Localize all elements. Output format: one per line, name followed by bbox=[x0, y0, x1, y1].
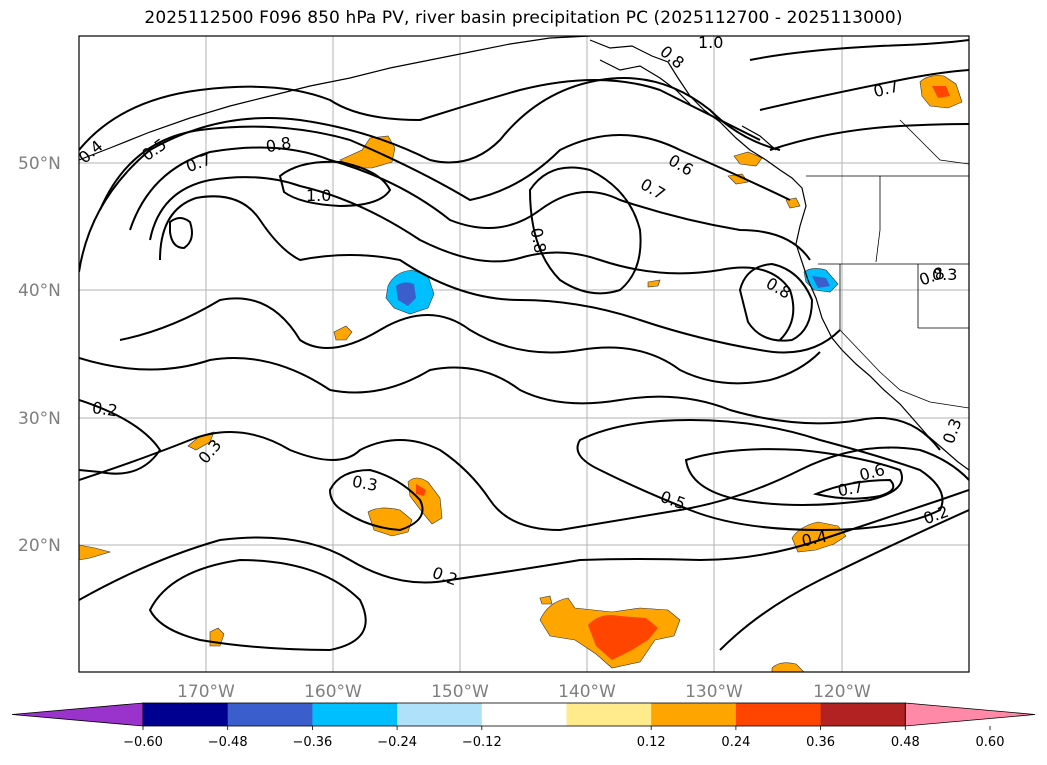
colorbar-tick-label: −0.12 bbox=[462, 735, 502, 750]
colorbar-tick-label: 0.60 bbox=[976, 735, 1005, 750]
precip-anomaly-positive bbox=[647, 279, 661, 288]
colorbar-tick-label: 0.48 bbox=[891, 735, 920, 750]
contour-label: 0.7 bbox=[836, 477, 864, 500]
colorbar-segment bbox=[481, 703, 567, 726]
contour-label: 0.3 bbox=[932, 265, 957, 284]
lon-label: 160°W bbox=[304, 682, 362, 702]
contour-label: 1.0 bbox=[698, 33, 723, 52]
colorbar-segment bbox=[651, 703, 737, 726]
map-area bbox=[79, 36, 969, 672]
lat-label: 30°N bbox=[18, 409, 61, 429]
colorbar-segment bbox=[820, 703, 906, 726]
precip-anomaly-strong bbox=[588, 615, 658, 660]
colorbar-segment bbox=[143, 703, 229, 726]
precip-anomaly-positive bbox=[733, 151, 763, 167]
colorbar-tick-label: −0.60 bbox=[123, 735, 163, 750]
colorbar-segment bbox=[566, 703, 652, 726]
lon-label: 150°W bbox=[431, 682, 489, 702]
lon-label: 120°W bbox=[813, 682, 871, 702]
map-title: 2025112500 F096 850 hPa PV, river basin … bbox=[144, 8, 903, 28]
contour-label: 0.8 bbox=[264, 133, 292, 156]
lat-label: 40°N bbox=[18, 281, 61, 301]
precip-anomaly-positive bbox=[771, 662, 805, 672]
contour-label: 0.8 bbox=[527, 226, 550, 254]
colorbar-extend-low bbox=[11, 702, 144, 727]
precip-anomaly-strong-negative bbox=[396, 282, 416, 306]
colorbar-segment bbox=[312, 703, 398, 726]
contour-label: 0.4 bbox=[800, 527, 829, 551]
map-frame bbox=[78, 35, 970, 673]
lon-label: 140°W bbox=[558, 682, 616, 702]
colorbar-outline bbox=[142, 702, 906, 727]
colorbar-segment bbox=[227, 703, 313, 726]
contour-label: 1.0 bbox=[306, 186, 331, 205]
precip-anomaly-positive bbox=[539, 595, 553, 605]
precip-anomaly-positive bbox=[333, 325, 353, 341]
colorbar: −0.60 −0.48 −0.36 −0.24 −0.12 0.12 0.24 0.36 0.4… bbox=[11, 702, 1036, 750]
contour-label: 0.2 bbox=[91, 398, 119, 420]
colorbar-segment bbox=[735, 703, 822, 726]
lat-label: 50°N bbox=[18, 154, 61, 174]
colorbar-segment bbox=[397, 703, 483, 726]
pv-contours bbox=[79, 39, 969, 652]
lon-label: 170°W bbox=[177, 682, 235, 702]
lat-label: 20°N bbox=[18, 536, 61, 556]
colorbar-tick-label: −0.48 bbox=[208, 735, 248, 750]
colorbar-tick-label: 0.24 bbox=[721, 735, 750, 750]
precip-anomaly-strong bbox=[416, 484, 426, 496]
coastlines bbox=[79, 36, 969, 471]
colorbar-tick-label: 0.12 bbox=[637, 735, 666, 750]
contour-label: 0.3 bbox=[351, 472, 379, 495]
precip-anomaly-strong bbox=[932, 86, 950, 98]
colorbar-tick-label: −0.24 bbox=[377, 735, 417, 750]
colorbar-tick-label: 0.36 bbox=[806, 735, 835, 750]
colorbar-extend-high bbox=[904, 702, 1036, 727]
lon-label: 130°W bbox=[685, 682, 743, 702]
precip-anomaly-positive bbox=[79, 544, 112, 561]
colorbar-tick-label: −0.36 bbox=[292, 735, 332, 750]
precip-anomaly-strong-negative bbox=[812, 276, 830, 288]
